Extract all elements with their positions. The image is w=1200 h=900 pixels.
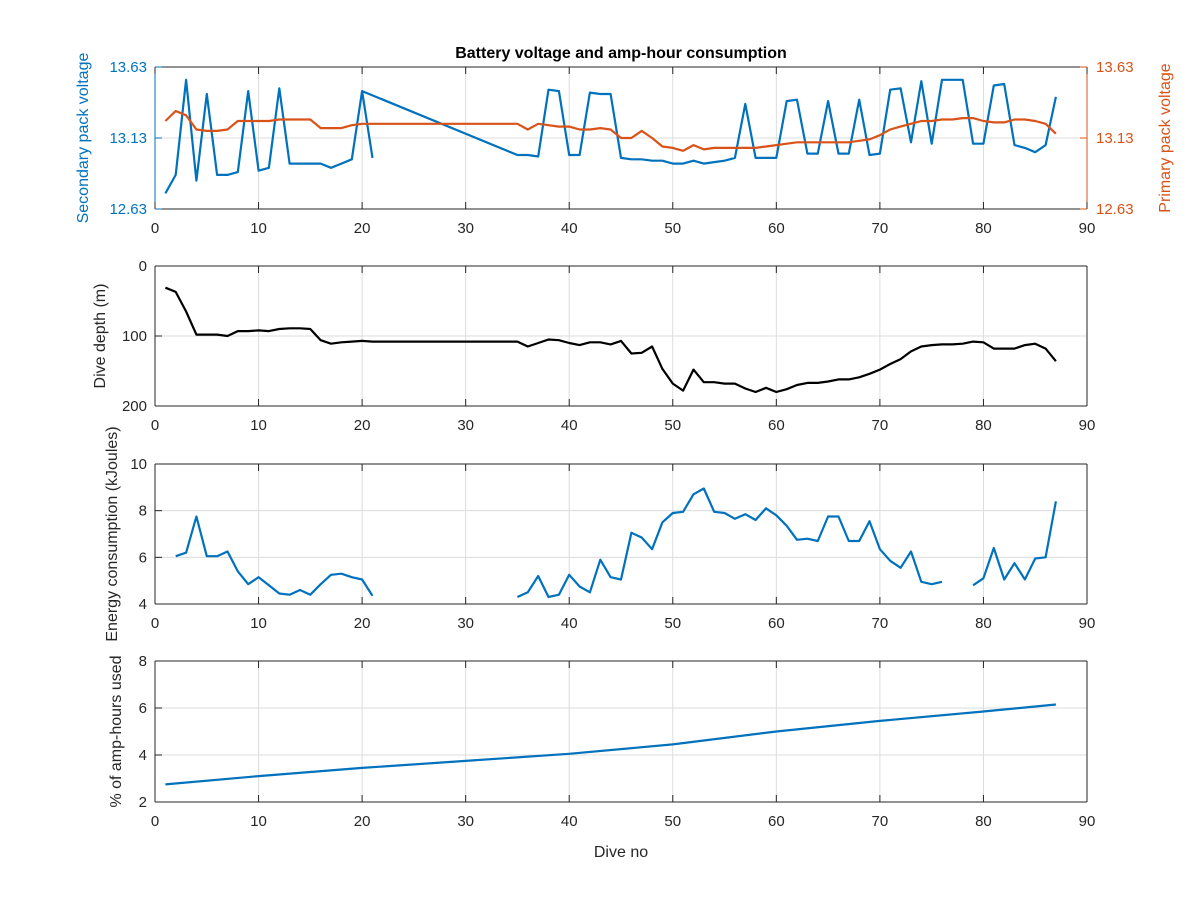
voltage-series-line-0 — [164, 78, 374, 194]
voltage-x-tick-label-2: 20 — [354, 220, 371, 237]
energy-series-line-0 — [175, 515, 374, 597]
voltage-x-tick-label-7: 70 — [872, 220, 889, 237]
depth-x-tick-label-0: 0 — [151, 417, 159, 434]
energy-x-tick-label-5: 50 — [664, 615, 681, 632]
amphours-x-tick-label-5: 50 — [664, 813, 681, 830]
energy-y-tick-label-1: 6 — [139, 549, 147, 566]
voltage-y-tick-label-1: 13.13 — [109, 130, 147, 147]
amphours-y-tick-label-1: 4 — [139, 747, 147, 764]
energy-x-tick-label-3: 30 — [457, 615, 474, 632]
depth-x-tick-label-5: 50 — [664, 417, 681, 434]
energy-x-tick-label-7: 70 — [872, 615, 889, 632]
amphours-y-tick-label-0: 2 — [139, 794, 147, 811]
voltage-series-line-2 — [164, 109, 1057, 152]
amphours-x-tick-label-7: 70 — [872, 813, 889, 830]
amphours-x-tick-label-9: 90 — [1079, 813, 1096, 830]
voltage-x-tick-label-5: 50 — [664, 220, 681, 237]
depth-x-tick-label-6: 60 — [768, 417, 785, 434]
energy-x-tick-label-0: 0 — [151, 615, 159, 632]
voltage-y-tick-label-0: 12.63 — [109, 201, 147, 218]
energy-x-tick-label-1: 10 — [250, 615, 267, 632]
depth-x-tick-label-3: 30 — [457, 417, 474, 434]
amphours-series-line-0 — [165, 703, 1057, 786]
energy-x-tick-label-9: 90 — [1079, 615, 1096, 632]
voltage-y-axis-label: Secondary pack voltage — [75, 53, 92, 224]
voltage-x-tick-label-8: 80 — [975, 220, 992, 237]
energy-x-tick-label-2: 20 — [354, 615, 371, 632]
voltage-y-right-tick-label-1: 13.13 — [1096, 130, 1134, 147]
voltage-series-line-1 — [361, 78, 1057, 165]
amphours-x-axis-label: Dive no — [594, 844, 648, 861]
voltage-y-axis-label-right: Primary pack voltage — [1157, 63, 1174, 212]
energy-y-tick-label-3: 10 — [130, 456, 147, 473]
energy-x-tick-label-6: 60 — [768, 615, 785, 632]
depth-x-tick-label-2: 20 — [354, 417, 371, 434]
energy-x-tick-label-4: 40 — [561, 615, 578, 632]
voltage-x-tick-label-0: 0 — [151, 220, 159, 237]
energy-series-line-2 — [972, 501, 1057, 587]
energy-y-tick-label-0: 4 — [139, 596, 147, 613]
voltage-x-tick-label-4: 40 — [561, 220, 578, 237]
amphours-y-tick-label-3: 8 — [139, 653, 147, 670]
energy-x-tick-label-8: 80 — [975, 615, 992, 632]
voltage-title: Battery voltage and amp-hour consumption — [455, 45, 787, 62]
energy-y-axis-label: Energy consumption (kJoules) — [104, 426, 121, 641]
voltage-y-tick-label-2: 13.63 — [109, 59, 147, 76]
energy-y-tick-label-2: 8 — [139, 503, 147, 520]
depth-x-tick-label-4: 40 — [561, 417, 578, 434]
voltage-y-right-tick-label-0: 12.63 — [1096, 201, 1134, 218]
amphours-x-tick-label-1: 10 — [250, 813, 267, 830]
voltage-x-tick-label-9: 90 — [1079, 220, 1096, 237]
depth-y-tick-label-1: 100 — [122, 328, 147, 345]
amphours-x-tick-label-0: 0 — [151, 813, 159, 830]
amphours-x-tick-label-8: 80 — [975, 813, 992, 830]
amphours-y-tick-label-2: 6 — [139, 700, 147, 717]
depth-y-tick-label-2: 200 — [122, 398, 147, 415]
voltage-y-right-tick-label-2: 13.63 — [1096, 59, 1134, 76]
depth-y-axis-label: Dive depth (m) — [92, 284, 109, 389]
voltage-x-tick-label-3: 30 — [457, 220, 474, 237]
depth-x-tick-label-8: 80 — [975, 417, 992, 434]
depth-x-tick-label-9: 90 — [1079, 417, 1096, 434]
depth-series-line-0 — [164, 286, 1057, 394]
amphours-x-tick-label-3: 30 — [457, 813, 474, 830]
depth-x-tick-label-1: 10 — [250, 417, 267, 434]
depth-y-tick-label-0: 0 — [139, 258, 147, 275]
depth-x-tick-label-7: 70 — [872, 417, 889, 434]
amphours-x-tick-label-4: 40 — [561, 813, 578, 830]
energy-series-line-1 — [516, 487, 943, 599]
amphours-y-axis-label: % of amp-hours used — [108, 655, 125, 807]
amphours-x-tick-label-6: 60 — [768, 813, 785, 830]
voltage-x-tick-label-1: 10 — [250, 220, 267, 237]
voltage-x-tick-label-6: 60 — [768, 220, 785, 237]
amphours-x-tick-label-2: 20 — [354, 813, 371, 830]
